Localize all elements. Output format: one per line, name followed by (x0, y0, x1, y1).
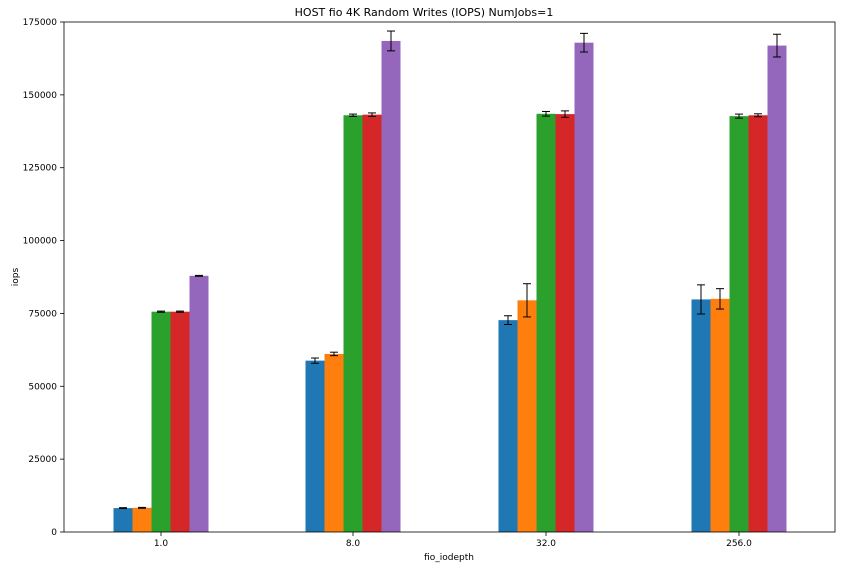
bar-series1-8.0 (305, 360, 325, 532)
error-bar-series3-32.0 (542, 110, 550, 117)
y-tick-label: 150000 (23, 91, 58, 101)
error-bar-series1-8.0 (311, 357, 319, 364)
bar-series3-256.0 (729, 116, 749, 532)
error-bar-series2-256.0 (716, 288, 724, 310)
bar-series2-1.0 (132, 507, 152, 532)
error-bar-series5-256.0 (773, 33, 781, 58)
chart-title: HOST fio 4K Random Writes (IOPS) NumJobs… (295, 6, 554, 19)
bar-series5-256.0 (767, 45, 787, 532)
error-bar-series1-256.0 (697, 284, 705, 315)
bar-series4-32.0 (555, 114, 575, 532)
error-bar-series4-1.0 (176, 310, 184, 313)
x-tick-label: 256.0 (726, 539, 752, 549)
y-tick-label: 0 (51, 528, 57, 538)
error-bar-series5-8.0 (387, 30, 395, 52)
bar-series5-32.0 (574, 42, 594, 532)
x-tick-label: 1.0 (154, 539, 169, 549)
error-bar-series5-1.0 (195, 274, 203, 277)
bar-series5-1.0 (189, 275, 209, 532)
y-tick-label: 25000 (28, 455, 57, 465)
bar-series1-32.0 (498, 320, 518, 532)
plot-frame (63, 21, 836, 533)
bar-series3-32.0 (536, 113, 556, 533)
error-bar-series4-256.0 (754, 113, 762, 118)
y-tick-label: 125000 (23, 164, 58, 174)
y-tick-label: 75000 (28, 309, 57, 319)
bar-series2-8.0 (324, 353, 344, 532)
x-axis: 1.0 8.0 32.0 256.0 (154, 532, 752, 549)
x-tick-label: 8.0 (346, 539, 361, 549)
bar-series1-1.0 (113, 508, 133, 532)
error-bar-series2-1.0 (138, 506, 146, 509)
error-bar-series2-32.0 (523, 283, 531, 318)
error-bar-series4-8.0 (368, 112, 376, 117)
bar-series2-256.0 (710, 298, 730, 532)
bar-series3-1.0 (151, 311, 171, 532)
error-bar-series2-8.0 (330, 351, 338, 357)
y-tick-label: 100000 (23, 237, 58, 247)
bar-series4-256.0 (748, 115, 768, 532)
error-bar-series1-32.0 (504, 315, 512, 326)
bar-series4-1.0 (170, 311, 190, 532)
bar-series3-8.0 (343, 115, 363, 532)
bar-series1-256.0 (691, 299, 711, 532)
y-tick-label: 175000 (23, 18, 58, 28)
error-bar-series1-1.0 (119, 507, 127, 510)
bar-series2-32.0 (517, 300, 537, 532)
bars-group (113, 40, 787, 533)
error-bar-series4-32.0 (561, 110, 569, 118)
x-axis-label: fio_iodepth (424, 553, 474, 563)
y-tick-label: 50000 (28, 382, 57, 392)
x-tick-label: 32.0 (536, 539, 556, 549)
error-bars-group (119, 30, 781, 510)
bar-series5-8.0 (381, 40, 401, 532)
error-bar-series3-1.0 (157, 310, 165, 313)
y-axis: 0 25000 50000 75000 100000 125000 150000 175000 (23, 18, 64, 538)
error-bar-series5-32.0 (580, 32, 588, 53)
bar-series4-8.0 (362, 114, 382, 532)
error-bar-series3-8.0 (349, 113, 357, 117)
y-axis-label: iops (11, 267, 21, 286)
error-bar-series3-256.0 (735, 113, 743, 119)
